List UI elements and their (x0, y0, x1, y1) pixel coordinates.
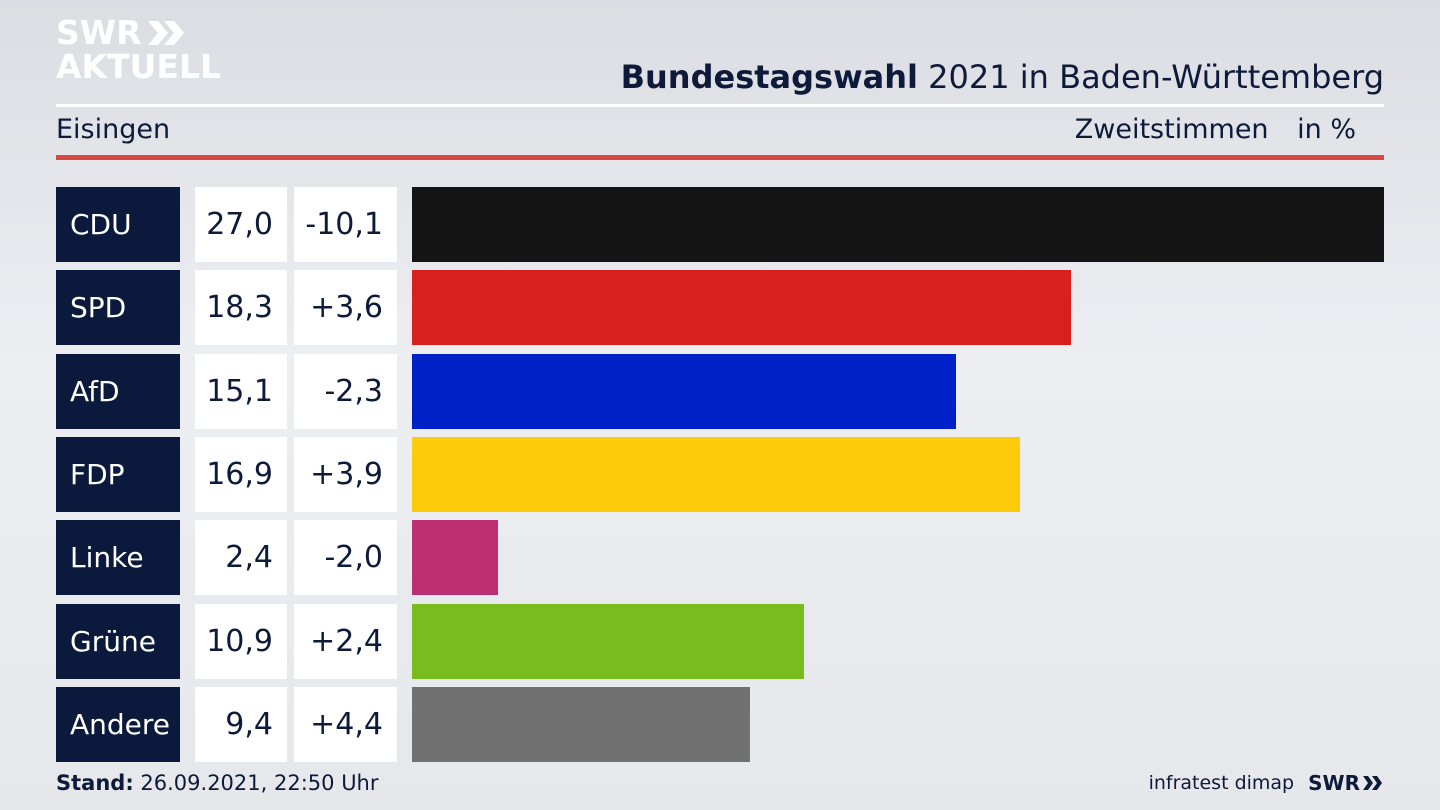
bar (412, 354, 956, 429)
value-label: 15,1 (195, 354, 287, 429)
value-label: 9,4 (195, 687, 287, 762)
chart-row: AfD 15,1 -2,3 (56, 354, 1384, 429)
value-label: 10,9 (195, 604, 287, 679)
party-label: AfD (56, 354, 180, 429)
bar (412, 187, 1384, 262)
title-bold: Bundestagswahl (620, 58, 918, 96)
swr-aktuell-logo: SWR AKTUELL (56, 16, 221, 84)
logo-aktuell-text: AKTUELL (56, 47, 222, 86)
party-label: FDP (56, 437, 180, 512)
accent-divider (56, 155, 1384, 160)
stand-value: 26.09.2021, 22:50 Uhr (140, 771, 379, 795)
measure-text: Zweitstimmen (1074, 114, 1269, 145)
logo-swr-text: SWR (56, 13, 142, 52)
chart-row: CDU 27,0 -10,1 (56, 187, 1384, 262)
value-label: 18,3 (195, 270, 287, 345)
bar (412, 687, 750, 762)
chart-row: Andere 9,4 +4,4 (56, 687, 1384, 762)
chart-row: Linke 2,4 -2,0 (56, 520, 1384, 595)
change-label: +3,9 (294, 437, 397, 512)
measure-label: Zweitstimmen in % (1075, 114, 1356, 145)
logo-chevron-icon (147, 21, 184, 45)
bar (412, 520, 498, 595)
change-label: -2,0 (294, 520, 397, 595)
header-divider (56, 104, 1384, 107)
bar (412, 270, 1071, 345)
bar (412, 604, 804, 679)
footer-swr-logo: SWR (1308, 771, 1384, 795)
chart-row: SPD 18,3 +3,6 (56, 270, 1384, 345)
value-label: 16,9 (195, 437, 287, 512)
change-label: +2,4 (294, 604, 397, 679)
value-label: 2,4 (195, 520, 287, 595)
party-label: Linke (56, 520, 180, 595)
unit-text: in % (1297, 114, 1356, 145)
value-label: 27,0 (195, 187, 287, 262)
stand-label: Stand: (56, 771, 134, 795)
title-rest: 2021 in Baden-Württemberg (928, 58, 1384, 96)
party-label: Andere (56, 687, 180, 762)
chart-row: Grüne 10,9 +2,4 (56, 604, 1384, 679)
chart-row: FDP 16,9 +3,9 (56, 437, 1384, 512)
party-label: CDU (56, 187, 180, 262)
region-label: Eisingen (56, 114, 171, 145)
party-label: Grüne (56, 604, 180, 679)
bar (412, 437, 1020, 512)
footer-logo-text: SWR (1308, 771, 1360, 795)
timestamp: Stand: 26.09.2021, 22:50 Uhr (56, 771, 379, 795)
chart-title: Bundestagswahl 2021 in Baden-Württemberg (621, 58, 1384, 96)
source-text: infratest dimap (1148, 772, 1295, 794)
source-credit: infratest dimap SWR (1149, 771, 1384, 795)
change-label: -10,1 (294, 187, 397, 262)
footer-chevron-icon (1363, 776, 1382, 790)
party-label: SPD (56, 270, 180, 345)
change-label: +3,6 (294, 270, 397, 345)
change-label: -2,3 (294, 354, 397, 429)
change-label: +4,4 (294, 687, 397, 762)
